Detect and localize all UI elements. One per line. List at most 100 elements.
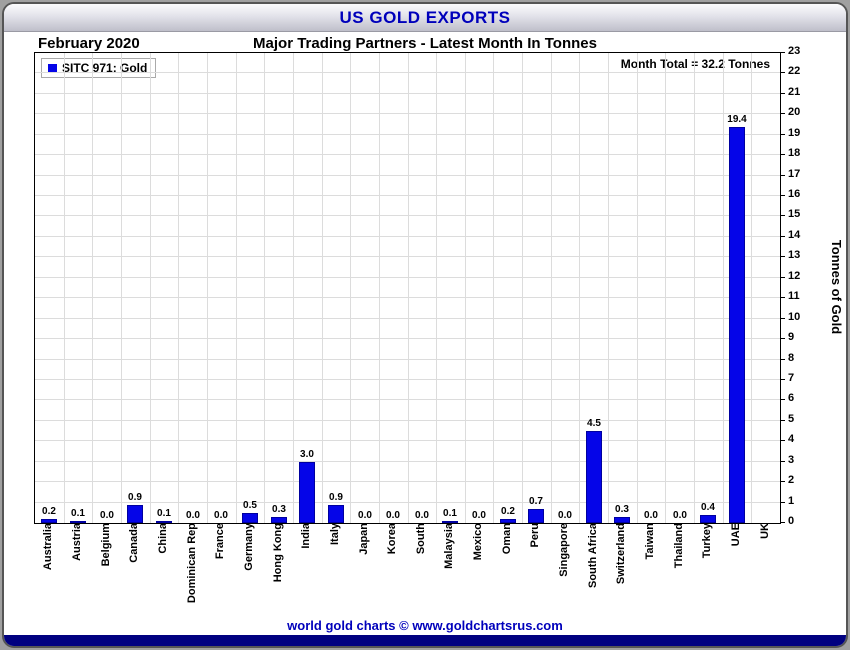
bar-germany [242,513,258,523]
y-tick-label: 10 [788,311,801,323]
y-tick-label: 5 [788,413,795,425]
gridline-vertical [723,53,724,523]
y-tick-mark [780,318,785,319]
bar-value-label: 0.1 [71,508,85,519]
bar-value-label: 0.5 [243,500,257,511]
y-tick-mark [780,297,785,298]
y-tick-mark [780,522,785,523]
y-tick-mark [780,359,785,360]
gridline-horizontal [35,154,780,155]
gridline-vertical [665,53,666,523]
x-tick-label: Taiwan [644,523,656,560]
bar-china [156,521,172,523]
bar-peru [528,509,544,523]
gridline-horizontal [35,134,780,135]
bar-india [299,462,315,523]
chart-header: US GOLD EXPORTS [4,4,846,32]
y-tick-mark [780,461,785,462]
y-tick-mark [780,277,785,278]
y-tick-label: 12 [788,270,801,282]
bar-italy [328,505,344,523]
gridline-vertical [694,53,695,523]
y-tick-mark [780,93,785,94]
bar-value-label: 0.3 [272,504,286,515]
bar-uae [729,127,745,523]
bar-value-label: 0.0 [415,510,429,521]
y-tick-mark [780,236,785,237]
x-tick-label: Japan [358,523,370,555]
bar-value-label: 0.9 [128,492,142,503]
y-tick-label: 23 [788,45,801,57]
y-tick-label: 9 [788,331,795,343]
bottom-strip [4,635,846,646]
bar-value-label: 0.2 [501,506,515,517]
bar-value-label: 0.1 [443,508,457,519]
gridline-horizontal [35,195,780,196]
x-tick-label: Singapore [558,523,570,577]
gridline-horizontal [35,236,780,237]
x-tick-label: Germany [243,523,255,571]
bar-value-label: 19.4 [727,114,747,125]
bar-value-label: 0.0 [558,510,572,521]
x-tick-label: India [300,523,312,549]
gridline-horizontal [35,481,780,482]
y-tick-mark [780,215,785,216]
bar-value-label: 3.0 [300,449,314,460]
gridline-vertical [637,53,638,523]
gridline-horizontal [35,338,780,339]
x-tick-label: South Africa [587,523,599,588]
y-tick-label: 11 [788,290,800,302]
gridline-horizontal [35,215,780,216]
y-tick-mark [780,420,785,421]
gridline-vertical [178,53,179,523]
gridline-vertical [322,53,323,523]
gridline-vertical [264,53,265,523]
y-tick-label: 4 [788,433,795,445]
gridline-vertical [608,53,609,523]
x-tick-label: Canada [128,523,140,563]
gridline-horizontal [35,256,780,257]
x-tick-label: Italy [329,523,341,546]
x-tick-label: Hong Kong [272,523,284,583]
bar-value-label: 0.7 [529,496,543,507]
legend-swatch-icon [48,63,57,73]
x-tick-label: Mexico [472,523,484,561]
x-tick-label: Malaysia [443,523,455,569]
y-tick-mark [780,502,785,503]
gridline-horizontal [35,461,780,462]
y-tick-label: 13 [788,249,801,261]
gridline-vertical [522,53,523,523]
gridline-vertical [551,53,552,523]
bar-value-label: 0.0 [673,510,687,521]
chart-subtitle: Major Trading Partners - Latest Month In… [253,35,597,52]
y-tick-label: 1 [788,495,795,507]
bar-value-label: 0.0 [100,510,114,521]
bar-oman [500,519,516,523]
y-tick-label: 2 [788,474,795,486]
y-tick-mark [780,113,785,114]
bar-value-label: 0.2 [42,506,56,517]
month-total-label: Month Total = 32.2 Tonnes [620,57,770,71]
x-tick-label: Australia [42,523,54,571]
y-tick-label: 8 [788,352,795,364]
gridline-vertical [64,53,65,523]
bar-value-label: 0.0 [358,510,372,521]
bar-value-label: 0.0 [214,510,228,521]
y-tick-mark [780,72,785,73]
y-tick-label: 14 [788,229,801,241]
gridline-horizontal [35,399,780,400]
legend-label: SITC 971: Gold [62,61,148,75]
footer-credit-link[interactable]: world gold charts © www.goldchartsrus.co… [287,618,563,633]
y-tick-label: 16 [788,188,801,200]
gridline-vertical [207,53,208,523]
y-tick-label: 19 [788,127,801,139]
y-tick-mark [780,379,785,380]
gridline-horizontal [35,93,780,94]
x-tick-label: Turkey [701,523,713,559]
bar-south-africa [586,431,602,523]
y-tick-mark [780,175,785,176]
y-tick-mark [780,338,785,339]
bar-switzerland [614,517,630,523]
bar-value-label: 0.1 [157,508,171,519]
gridline-vertical [465,53,466,523]
